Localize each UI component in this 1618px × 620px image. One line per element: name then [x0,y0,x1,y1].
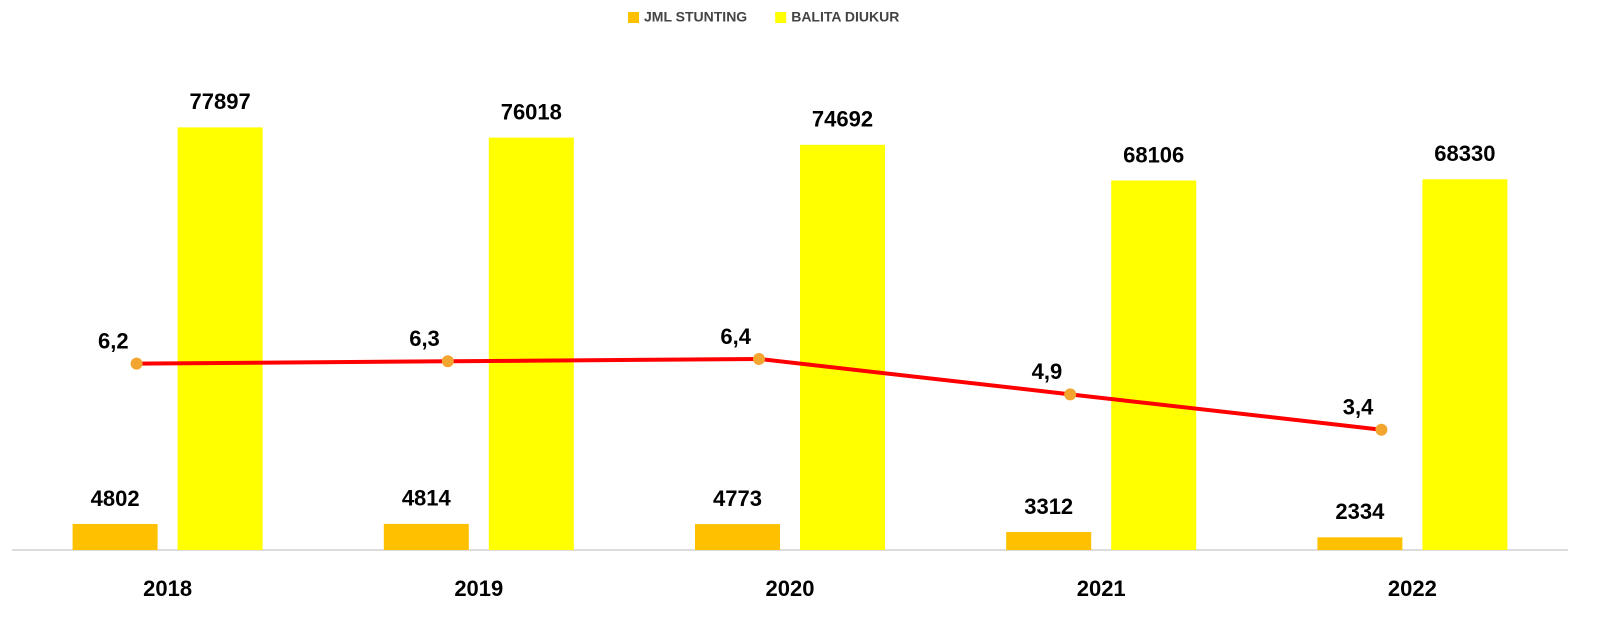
legend-label: JML STUNTING [644,9,747,25]
x-tick-label: 2020 [766,576,815,601]
data-label: 4802 [91,486,140,511]
data-label: 68330 [1434,141,1495,166]
data-label: 76018 [501,99,562,124]
bar [383,523,469,550]
legend-swatch [775,12,787,23]
legend-swatch [628,12,639,23]
data-label: 77897 [190,89,251,114]
data-label: 2334 [1335,499,1385,524]
x-tick-label: 2021 [1077,576,1126,601]
legend-label: BALITA DIUKUR [791,9,899,25]
bar [695,524,780,550]
line-marker [1375,423,1388,436]
data-label: 4814 [402,486,452,511]
data-label: 3,4 [1343,395,1374,420]
data-label: 68106 [1123,142,1184,167]
bar [1006,532,1092,550]
data-label: 4,9 [1032,359,1063,384]
data-label: 6,2 [98,328,129,353]
line-marker [753,352,765,365]
bar [1422,179,1508,550]
data-label: 6,3 [409,326,440,351]
bar [177,127,263,550]
x-tick-label: 2018 [143,576,192,601]
data-label: 3312 [1024,494,1073,519]
x-tick-label: 2022 [1388,576,1437,601]
line-marker [1064,388,1077,401]
bar [800,144,885,550]
bar [1317,537,1403,550]
data-label: 6,4 [720,324,751,349]
data-label: 74692 [812,107,873,132]
line-marker [130,357,143,370]
data-label: 4773 [713,486,762,511]
bar [488,137,574,550]
bar [72,523,158,550]
bar [1111,180,1197,550]
x-tick-label: 2019 [454,576,503,601]
line-marker [441,355,454,368]
